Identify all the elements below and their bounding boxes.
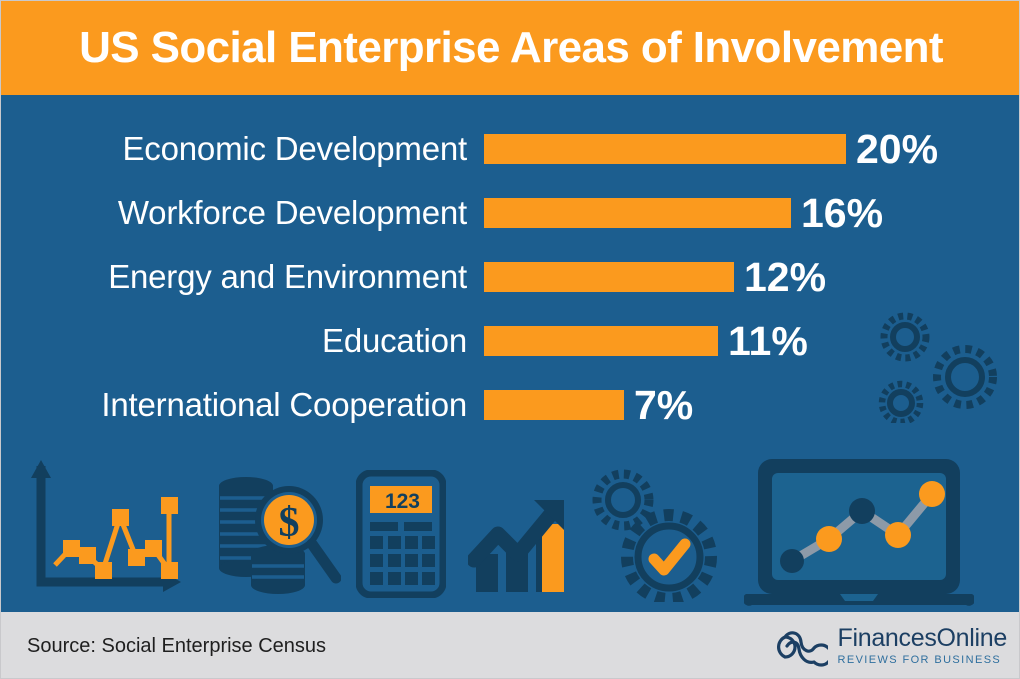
- bar-category-label: Education: [322, 322, 467, 359]
- bar-value-label: 7%: [634, 381, 694, 428]
- bar-fill: [484, 134, 846, 164]
- bar-value-label: 11%: [728, 317, 808, 364]
- bar-value-label: 20%: [856, 125, 939, 172]
- growth-bars-arrow-icon: [468, 500, 564, 592]
- brand-tagline: REVIEWS FOR BUSINESS: [837, 654, 1002, 666]
- bar-row: Education 11%: [1, 309, 1019, 373]
- bar-category-label: Economic Development: [122, 130, 468, 167]
- gear-checkmark-icon: [592, 469, 717, 602]
- bar-fill: [484, 390, 624, 420]
- decorative-gears-icon: [878, 312, 997, 423]
- bar-category-label: International Cooperation: [101, 386, 467, 423]
- calculator-icon: 123: [356, 470, 446, 598]
- bar-row: Economic Development 20%: [1, 117, 1019, 181]
- bar-fill: [484, 326, 718, 356]
- bar-track: 16%: [484, 192, 883, 233]
- calculator-display-text: 123: [385, 490, 420, 513]
- brand-text-block: FinancesOnline REVIEWS FOR BUSINESS: [837, 626, 1007, 666]
- bar-value-label: 16%: [801, 189, 884, 236]
- bar-value-label: 12%: [744, 253, 827, 300]
- bar-row: Energy and Environment 12%: [1, 245, 1019, 309]
- line-chart-icon: [31, 460, 181, 592]
- icon-strip: $ 123: [1, 452, 1019, 612]
- bar-category-label: Workforce Development: [117, 194, 467, 231]
- bar-category-label: Energy and Environment: [108, 258, 467, 295]
- bar-track: 7%: [484, 384, 693, 425]
- bar-track: 11%: [484, 320, 808, 361]
- footer-bar: Source: Social Enterprise Census Finance…: [1, 612, 1019, 678]
- bar-fill: [484, 198, 791, 228]
- header-banner: US Social Enterprise Areas of Involvemen…: [1, 1, 1019, 95]
- bar-track: 20%: [484, 128, 938, 169]
- page-title: US Social Enterprise Areas of Involvemen…: [79, 23, 943, 72]
- chart-body: Economic Development 20% Workforce Devel…: [1, 95, 1019, 612]
- source-label: Source: Social Enterprise Census: [27, 634, 327, 657]
- coins-magnifier-icon: $: [219, 477, 341, 594]
- bar-row: International Cooperation 7%: [1, 373, 1019, 437]
- bar-track: 12%: [484, 256, 826, 297]
- brand-name: FinancesOnline: [837, 624, 1007, 652]
- bar-row: Workforce Development 16%: [1, 181, 1019, 245]
- laptop-line-chart-icon: [744, 459, 974, 606]
- svg-text:$: $: [279, 500, 300, 546]
- brand-logo[interactable]: FinancesOnline REVIEWS FOR BUSINESS: [770, 624, 1007, 668]
- bar-chart: Economic Development 20% Workforce Devel…: [1, 117, 1019, 437]
- financesonline-cloud-icon: [777, 631, 829, 667]
- bar-fill: [484, 262, 734, 292]
